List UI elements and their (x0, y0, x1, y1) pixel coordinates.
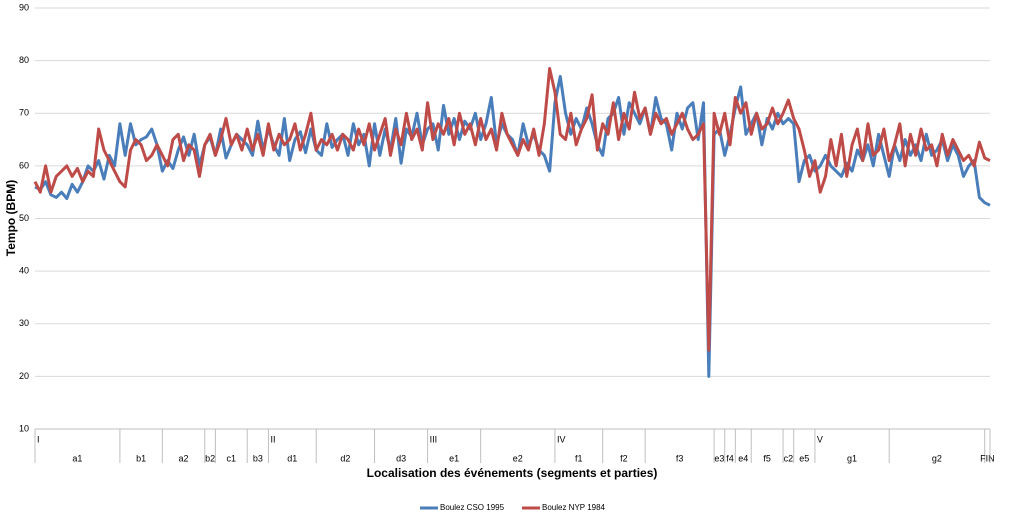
segment-label: f1 (575, 453, 583, 463)
part-label: I (37, 434, 40, 444)
segment-label: e2 (513, 453, 523, 463)
legend-label: Boulez NYP 1984 (542, 503, 606, 512)
segment-label: e1 (449, 453, 459, 463)
y-tick-label: 30 (19, 318, 29, 328)
segment-label: f3 (676, 453, 684, 463)
segment-label: b2 (205, 453, 215, 463)
segment-label: FIN (980, 453, 995, 463)
segment-label: d1 (287, 453, 297, 463)
series-line (34, 74, 991, 378)
segment-label: g1 (847, 453, 857, 463)
x-axis-label: Localisation des événements (segments et… (367, 466, 658, 480)
y-tick-label: 10 (19, 423, 29, 433)
segment-label: d3 (396, 453, 406, 463)
legend-label: Boulez CSO 1995 (440, 503, 505, 512)
y-tick-label: 70 (19, 108, 29, 118)
segment-label: d2 (340, 453, 350, 463)
part-label: V (817, 434, 823, 444)
segment-label: e4 (738, 453, 748, 463)
y-tick-label: 20 (19, 371, 29, 381)
part-label: IV (557, 434, 566, 444)
segment-label: f2 (620, 453, 628, 463)
segment-label: g2 (932, 453, 942, 463)
segment-label: b1 (136, 453, 146, 463)
y-tick-label: 50 (19, 213, 29, 223)
y-tick-label: 60 (19, 160, 29, 170)
segment-label: c1 (227, 453, 237, 463)
y-axis-label: Tempo (BPM) (4, 180, 18, 256)
segment-label: c2 (784, 453, 794, 463)
segment-label: f4 (726, 453, 734, 463)
segment-label: a2 (179, 453, 189, 463)
y-tick-label: 90 (19, 2, 29, 12)
y-tick-label: 40 (19, 266, 29, 276)
y-tick-label: 80 (19, 55, 29, 65)
part-label: III (430, 434, 438, 444)
segment-label: e5 (799, 453, 809, 463)
segment-label: a1 (72, 453, 82, 463)
part-label: II (270, 434, 275, 444)
segment-label: b3 (253, 453, 263, 463)
segment-label: e3 (714, 453, 724, 463)
segment-label: f5 (763, 453, 771, 463)
series-line (33, 67, 991, 352)
